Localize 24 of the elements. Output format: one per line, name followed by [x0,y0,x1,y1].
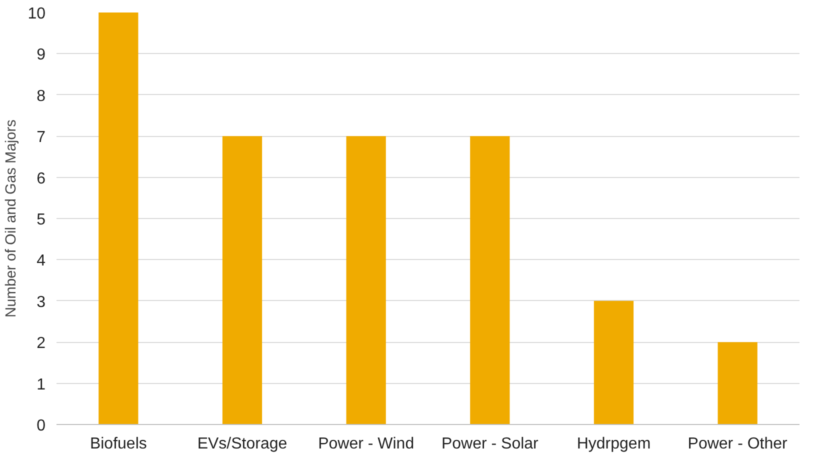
y-tick-label: 10 [28,6,46,22]
y-tick-label: 5 [36,212,46,228]
y-tick-label: 7 [36,129,46,146]
x-tick-label: Power - Wind [318,436,414,452]
y-tick-label: 4 [36,252,46,270]
y-tick-label: 0 [36,418,46,434]
y-tick-label: 1 [36,376,46,394]
x-tick-label: Biofuels [90,436,147,452]
bar [222,136,262,424]
x-tick-label: Hydrpgem [576,436,651,452]
y-tick-label: 6 [36,170,46,188]
y-axis-title: Number of Oil and Gas Majors [4,120,20,318]
y-tick-label: 9 [36,46,46,64]
bar [594,300,634,424]
y-tick-label: 2 [36,335,46,352]
bar [470,136,510,424]
bar [98,12,138,424]
x-tick-label: Power - Other [688,436,788,452]
x-tick-label: Power - Solar [441,436,540,452]
bar [346,136,386,424]
bar [718,342,758,424]
y-tick-label: 8 [36,88,46,105]
x-tick-label: EVs/Storage [197,436,288,452]
y-tick-label: 3 [36,294,46,311]
